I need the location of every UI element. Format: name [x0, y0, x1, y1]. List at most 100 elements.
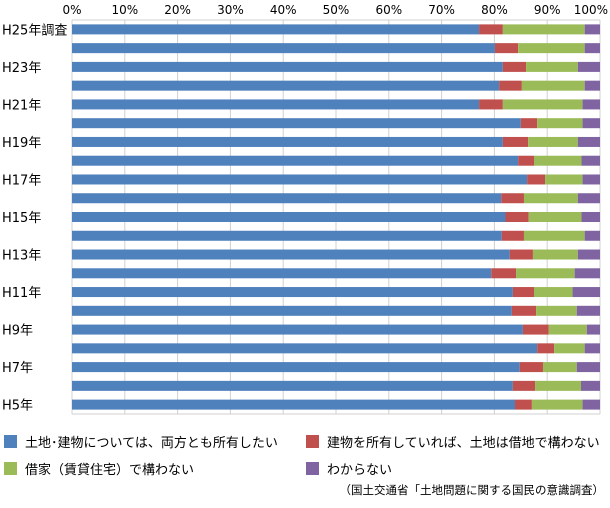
bar-segment: [522, 324, 549, 335]
bar-segment: [72, 118, 521, 129]
bar-segment: [518, 155, 534, 166]
bar-segment: [72, 136, 503, 147]
x-tick-label: 80%: [481, 3, 508, 17]
y-tick-label: H11年: [2, 286, 41, 301]
bar-segment: [502, 136, 529, 147]
bar-segment: [531, 399, 583, 410]
bar-segment: [479, 99, 503, 110]
bar-segment: [586, 324, 600, 335]
bar-segment: [494, 43, 519, 54]
bar-segment: [581, 155, 600, 166]
y-tick-label: H5年: [2, 399, 33, 414]
legend-label: わからない: [327, 463, 393, 478]
bar-segment: [523, 230, 585, 241]
bar-segment: [72, 399, 515, 410]
bar-segment: [72, 80, 500, 91]
bar-segment: [535, 380, 581, 391]
bar-segment: [526, 61, 578, 72]
legend-swatch: [306, 435, 319, 448]
bar-segment: [502, 24, 585, 35]
bar-segment: [499, 80, 522, 91]
y-tick-label: H17年: [2, 173, 41, 188]
bar-segment: [72, 61, 503, 72]
bar-segment: [501, 230, 524, 241]
y-tick-label: H7年: [2, 361, 33, 376]
bar-segment: [72, 24, 480, 35]
bar-segment: [72, 287, 513, 298]
bar-segment: [577, 249, 600, 260]
bar-segment: [532, 249, 578, 260]
bar-segment: [584, 80, 600, 91]
legend-item-own-both: 土地･建物については、両方とも所有したい: [4, 432, 278, 451]
bar-segment: [72, 193, 502, 204]
bar-segment: [72, 362, 520, 373]
bar-segment: [505, 212, 529, 222]
legend-label: 借家（賃貸住宅）で構わない: [25, 463, 195, 478]
legend-swatch: [4, 462, 17, 475]
plot-area: 0% 10% 20% 30% 40% 50% 60% 70% 80% 90% 100% H25年調査 H…: [2, 3, 608, 415]
bar-segment: [509, 249, 533, 260]
bar-segment: [72, 230, 502, 241]
bar-segment: [72, 99, 480, 110]
bar-segment: [554, 343, 585, 354]
bar-segment: [520, 118, 538, 129]
bar-segment: [582, 399, 600, 410]
bar-segment: [542, 362, 577, 373]
bar-segment: [502, 99, 583, 110]
bar-segment: [577, 193, 600, 204]
legend-label: 建物を所有していれば、土地は借地で構わない: [327, 436, 600, 451]
bar-segment: [501, 193, 524, 204]
bar-segment: [516, 268, 575, 279]
bar-segment: [581, 212, 600, 222]
legend-item-rent: 借家（賃貸住宅）で構わない: [4, 459, 194, 478]
bar-segment: [580, 380, 600, 391]
bar-segment: [72, 305, 512, 316]
x-tick-label: 70%: [428, 3, 455, 17]
bar-segment: [534, 155, 582, 166]
x-tick-label: 30%: [217, 3, 244, 17]
y-tick-label: H9年: [2, 324, 33, 339]
bar-segment: [479, 24, 503, 35]
bar-segment: [512, 380, 536, 391]
bar-segment: [574, 268, 600, 279]
bar-segment: [584, 343, 600, 354]
bar-segment: [577, 61, 600, 72]
bar-segment: [584, 43, 600, 54]
legend-swatch: [4, 435, 17, 448]
bar-segment: [523, 193, 578, 204]
bar-segment: [537, 343, 555, 354]
y-tick-label: H15年: [2, 211, 41, 226]
legend-item-unknown: わからない: [306, 459, 392, 478]
bar-segment: [584, 24, 600, 35]
bar-segment: [521, 80, 585, 91]
bar-segment: [72, 343, 538, 354]
bar-segment: [582, 118, 600, 129]
bar-segment: [491, 268, 517, 279]
bar-segment: [572, 287, 600, 298]
bar-segment: [72, 249, 510, 260]
bar-segment: [72, 324, 523, 335]
bar-segment: [534, 287, 573, 298]
bar-segment: [576, 305, 600, 316]
source-note: （国土交通省「土地問題に関する国民の意識調査）: [339, 483, 605, 497]
bar-segment: [545, 174, 583, 185]
bar-segment: [577, 136, 600, 147]
bar-segment: [528, 136, 578, 147]
x-tick-label: 20%: [164, 3, 191, 17]
bar-segment: [518, 43, 585, 54]
bar-segment: [514, 399, 532, 410]
bar-segment: [527, 174, 546, 185]
bar-segment: [582, 174, 600, 185]
bar-segment: [519, 362, 543, 373]
x-tick-label: 90%: [534, 3, 561, 17]
legend-item-leasehold: 建物を所有していれば、土地は借地で構わない: [306, 432, 600, 451]
bar-segment: [536, 305, 577, 316]
bar-segment: [72, 43, 495, 54]
bar-segment: [512, 287, 534, 298]
y-tick-label: H25年調査: [2, 23, 67, 38]
y-tick-label: H19年: [2, 136, 41, 151]
x-tick-label: 10%: [111, 3, 138, 17]
bar-segment: [72, 380, 513, 391]
x-tick-label: 40%: [270, 3, 297, 17]
